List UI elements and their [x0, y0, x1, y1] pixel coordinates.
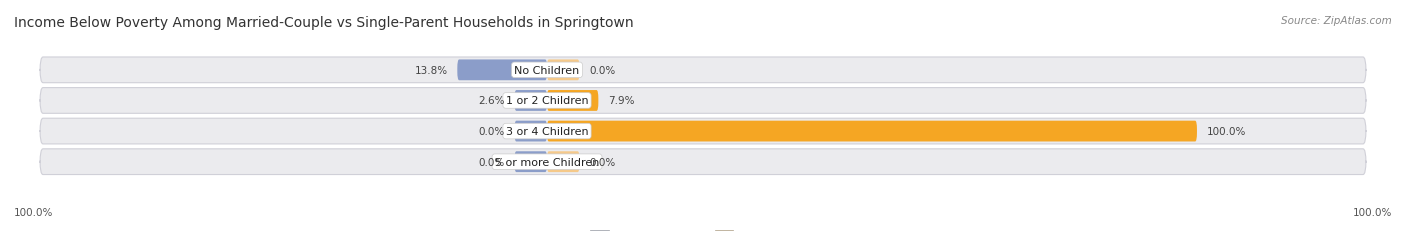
Text: No Children: No Children [515, 66, 579, 76]
Text: 3 or 4 Children: 3 or 4 Children [506, 127, 588, 137]
Text: 7.9%: 7.9% [609, 96, 634, 106]
Text: 0.0%: 0.0% [589, 66, 616, 76]
Text: 100.0%: 100.0% [1353, 207, 1392, 217]
Text: 100.0%: 100.0% [1206, 127, 1246, 137]
Text: Source: ZipAtlas.com: Source: ZipAtlas.com [1281, 16, 1392, 26]
Text: 0.0%: 0.0% [589, 157, 616, 167]
FancyBboxPatch shape [39, 119, 1367, 144]
FancyBboxPatch shape [547, 91, 599, 111]
FancyBboxPatch shape [457, 60, 547, 81]
FancyBboxPatch shape [39, 149, 1367, 175]
Text: 2.6%: 2.6% [478, 96, 505, 106]
Text: 0.0%: 0.0% [478, 127, 505, 137]
FancyBboxPatch shape [39, 58, 1367, 83]
FancyBboxPatch shape [515, 152, 547, 172]
Text: 1 or 2 Children: 1 or 2 Children [506, 96, 588, 106]
Legend: Married Couples, Single Parents: Married Couples, Single Parents [591, 230, 815, 231]
Text: 13.8%: 13.8% [415, 66, 447, 76]
FancyBboxPatch shape [547, 121, 1197, 142]
FancyBboxPatch shape [547, 152, 579, 172]
FancyBboxPatch shape [39, 88, 1367, 114]
FancyBboxPatch shape [515, 91, 547, 111]
FancyBboxPatch shape [515, 121, 547, 142]
Text: 0.0%: 0.0% [478, 157, 505, 167]
FancyBboxPatch shape [547, 60, 579, 81]
Text: Income Below Poverty Among Married-Couple vs Single-Parent Households in Springt: Income Below Poverty Among Married-Coupl… [14, 16, 634, 30]
Text: 5 or more Children: 5 or more Children [495, 157, 599, 167]
Text: 100.0%: 100.0% [14, 207, 53, 217]
